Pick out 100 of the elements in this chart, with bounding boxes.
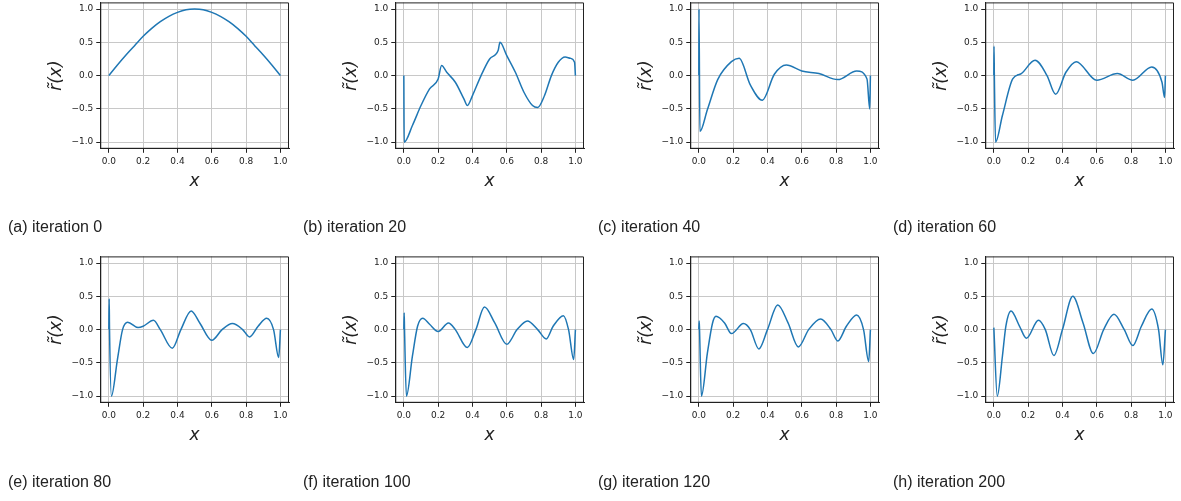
y-axis-title: r̃(x) [44,314,65,345]
x-tick-label: 0.4 [465,155,480,166]
x-tick-label: 0.4 [465,409,480,420]
x-tick-label: 0.4 [760,155,775,166]
x-tick-label: 0.4 [760,409,775,420]
text: (f) iteration 100 [303,473,411,491]
y-tick-label: 0.5 [963,36,979,47]
x-tick-label: 1.0 [273,409,288,420]
y-tick-label: 0.5 [373,36,389,47]
y-tick-label: 0.5 [78,36,94,47]
y-axis-title: r̃(x) [634,60,655,91]
x-tick-label: 1.0 [1158,155,1173,166]
x-axis-title: x [778,424,791,445]
x-tick-label: 1.0 [863,409,878,420]
y-axis-title: r̃(x) [929,314,950,345]
y-tick-label: −0.5 [71,103,94,114]
line-series [993,295,1167,397]
y-tick-label: −1.0 [71,390,94,401]
text: (h) iteration 200 [893,473,1006,491]
line-series [993,45,1167,143]
x-axis-title: x [188,170,201,191]
y-tick-label: −0.5 [956,103,979,114]
x-tick-label: 0.2 [725,409,741,420]
y-tick-label: 0.0 [78,69,94,80]
x-tick-label: 0.6 [204,155,220,166]
y-tick-label: −0.5 [366,357,389,368]
x-tick-label: 0.4 [1055,409,1070,420]
x-axis-title: x [1073,170,1086,191]
x-tick-label: 0.0 [986,409,1002,420]
x-tick-label: 0.2 [1020,155,1036,166]
y-tick-label: −1.0 [71,136,94,147]
y-tick-label: 1.0 [963,257,979,268]
x-tick-label: 0.0 [101,409,117,420]
y-tick-label: −0.5 [71,357,94,368]
y-tick-label: −0.5 [956,357,979,368]
y-tick-label: 1.0 [668,3,684,14]
x-tick-label: 0.0 [101,155,117,166]
x-tick-label: 1.0 [568,409,583,420]
text: (c) iteration 40 [598,218,701,236]
text: (a) iteration 0 [8,218,103,236]
y-tick-label: 0.5 [373,290,389,301]
x-tick-label: 0.4 [170,155,185,166]
text: (b) iteration 20 [303,218,407,236]
x-tick-label: 0.2 [1020,409,1036,420]
y-tick-label: 0.5 [78,290,94,301]
x-tick-label: 0.6 [1089,409,1105,420]
y-tick-label: −0.5 [661,357,684,368]
x-axis-title: x [188,424,201,445]
x-tick-label: 0.0 [986,155,1002,166]
y-tick-label: 0.0 [668,323,684,334]
y-tick-label: −0.5 [366,103,389,114]
y-axis-title: r̃(x) [44,60,65,91]
line-series [698,8,872,133]
x-tick-label: 0.4 [170,409,185,420]
y-tick-label: 0.0 [963,69,979,80]
y-tick-label: 1.0 [668,257,684,268]
x-tick-label: 0.6 [499,409,515,420]
y-tick-label: 1.0 [373,3,389,14]
x-axis-title: x [778,170,791,191]
x-axis-title: x [483,170,496,191]
y-tick-label: 1.0 [78,257,94,268]
x-axis-title: x [1073,424,1086,445]
y-axis-title: r̃(x) [339,314,360,345]
y-tick-label: 0.5 [668,290,684,301]
line-series [108,8,282,77]
y-tick-label: −1.0 [956,390,979,401]
y-tick-label: 1.0 [373,257,389,268]
line-series [108,298,282,397]
x-tick-label: 0.6 [204,409,220,420]
y-tick-label: −1.0 [366,136,389,147]
x-tick-label: 0.6 [1089,155,1105,166]
text: (g) iteration 120 [598,473,711,491]
text: (d) iteration 60 [893,218,997,236]
x-tick-label: 0.2 [135,155,151,166]
x-tick-label: 0.6 [794,409,810,420]
x-tick-label: 0.0 [396,155,412,166]
y-tick-label: 0.5 [963,290,979,301]
y-axis-title: r̃(x) [929,60,950,91]
y-tick-label: 0.0 [668,69,684,80]
line-series [403,41,577,143]
y-tick-label: 0.0 [963,323,979,334]
y-tick-label: 0.0 [373,69,389,80]
x-tick-label: 0.8 [828,409,844,420]
y-tick-label: −0.5 [661,103,684,114]
text: (e) iteration 80 [8,473,112,491]
y-tick-label: 0.0 [373,323,389,334]
x-tick-label: 1.0 [1158,409,1173,420]
x-tick-label: 0.6 [794,155,810,166]
x-tick-label: 0.8 [533,409,549,420]
y-axis-title: r̃(x) [339,60,360,91]
x-tick-label: 0.2 [725,155,741,166]
x-tick-label: 0.0 [691,409,707,420]
y-tick-label: 1.0 [78,3,94,14]
x-tick-label: 0.4 [1055,155,1070,166]
line-series [698,304,872,397]
x-tick-label: 0.6 [499,155,515,166]
x-tick-label: 0.0 [691,155,707,166]
y-tick-label: −1.0 [956,136,979,147]
x-tick-label: 0.8 [828,155,844,166]
x-tick-label: 1.0 [273,155,288,166]
